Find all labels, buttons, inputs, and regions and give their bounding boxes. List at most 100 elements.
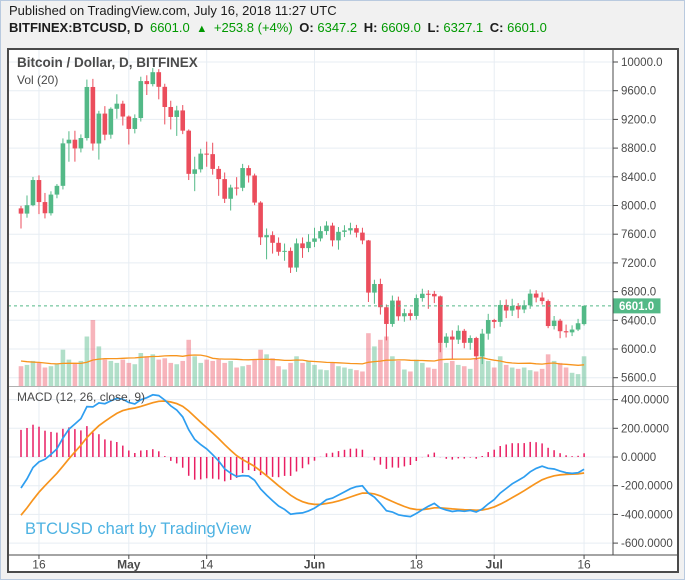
price-tick-label[interactable]: 8000.0 <box>621 201 656 213</box>
price-tick-label[interactable]: 7600.0 <box>621 229 656 241</box>
time-tick-label[interactable]: Jun <box>304 558 325 572</box>
price-tick-label[interactable]: 5600.0 <box>621 373 656 385</box>
price-tick-label[interactable]: 6400.0 <box>621 315 656 327</box>
volume-bar <box>569 372 575 386</box>
candle-body <box>521 305 527 310</box>
candle-body <box>222 179 227 199</box>
macd-histogram <box>20 424 585 482</box>
volume-bar <box>210 360 215 386</box>
time-tick-label[interactable]: Jul <box>486 558 503 572</box>
time-tick-label[interactable]: 16 <box>32 558 46 572</box>
macd-tick-label[interactable]: 200.0000 <box>621 423 669 435</box>
candle-body <box>324 225 329 232</box>
candle-body <box>198 153 203 170</box>
volume-bar <box>96 346 102 386</box>
candle-body <box>491 320 497 322</box>
candle-body <box>533 293 539 298</box>
candle-body <box>545 301 551 327</box>
price-tick-label[interactable]: 9600.0 <box>621 86 656 98</box>
panel-frame <box>7 48 679 573</box>
candle-body <box>348 228 353 231</box>
volume-bar <box>264 354 269 386</box>
price-tick-label[interactable]: 6000.0 <box>621 344 656 356</box>
price-tick-label[interactable]: 9200.0 <box>621 114 656 126</box>
candle-body <box>575 323 581 330</box>
volume-bar <box>426 367 431 386</box>
candle-body <box>54 185 60 195</box>
macd-tick-label[interactable]: -200.0000 <box>621 481 673 493</box>
price-tick-label[interactable]: 7200.0 <box>621 258 656 270</box>
volume-bar <box>521 367 527 386</box>
candle-body <box>366 240 371 293</box>
candle-body <box>467 338 473 343</box>
candle-body <box>258 202 263 238</box>
volume-bar <box>288 362 293 386</box>
time-tick-label[interactable]: 14 <box>200 558 214 572</box>
candle-body <box>396 300 401 317</box>
candle-body <box>443 336 449 343</box>
volume-bar <box>366 333 371 386</box>
volume-bar <box>414 359 419 386</box>
volume-bar <box>156 359 162 386</box>
volume-bar <box>18 366 24 386</box>
volume-bar <box>30 360 36 386</box>
time-tick-label[interactable]: May <box>117 558 141 572</box>
volume-bar <box>186 339 192 386</box>
candle-body <box>270 235 275 243</box>
candle-body <box>114 103 120 109</box>
macd-tick-label[interactable]: -400.0000 <box>621 509 673 521</box>
candle-body <box>210 154 215 169</box>
macd-tick-label[interactable]: -600.0000 <box>621 538 673 550</box>
open-label: O: <box>299 20 314 35</box>
macd-tick-label[interactable]: 0.0000 <box>621 452 656 464</box>
published-caption: Published on TradingView.com, July 16, 2… <box>9 3 337 18</box>
price-tick-label[interactable]: 6800.0 <box>621 287 656 299</box>
volume-bar <box>461 366 467 386</box>
volume-bar <box>216 359 221 386</box>
candle-body <box>402 313 407 317</box>
volume-bar <box>348 368 353 386</box>
candle-body <box>461 330 467 343</box>
candle-body <box>318 231 323 239</box>
candle-body <box>563 331 569 333</box>
candle-body <box>414 298 419 316</box>
candle-body <box>384 307 389 324</box>
candle-body <box>294 243 299 268</box>
candle-body <box>557 320 563 332</box>
volume-bar <box>192 356 198 386</box>
candle-body <box>216 168 221 180</box>
volume-bar <box>84 336 90 386</box>
volume-bar <box>198 362 203 386</box>
time-tick-label[interactable]: 16 <box>577 558 591 572</box>
candle-body <box>138 81 144 119</box>
candle-body <box>408 313 413 316</box>
volume-bar <box>360 371 365 386</box>
volume-bar <box>258 349 263 386</box>
volume-bar <box>318 369 323 386</box>
volume-bar <box>246 364 251 386</box>
candle-body <box>420 293 425 299</box>
candle-body <box>126 116 132 129</box>
volume-bar <box>312 364 317 386</box>
volume-bar <box>497 356 503 386</box>
candle-body <box>282 250 287 252</box>
volume-bar <box>162 358 168 386</box>
volume-bar <box>563 367 569 386</box>
volume-bar <box>438 343 443 386</box>
high-value: 6609.0 <box>381 20 421 35</box>
chart-canvas[interactable]: 10000.0 9600.0 9200.0 8800.0 8400.0 8000.0 760… <box>7 48 679 573</box>
volume-bar <box>575 374 581 386</box>
price-tick-label[interactable]: 10000.0 <box>621 57 663 69</box>
candle-body <box>360 232 365 241</box>
volume-bar <box>420 362 425 386</box>
price-tick-label[interactable]: 8400.0 <box>621 172 656 184</box>
candle-body <box>503 304 509 311</box>
time-tick-label[interactable]: 18 <box>410 558 424 572</box>
volume-bar <box>551 360 557 386</box>
macd-tick-label[interactable]: 400.0000 <box>621 395 669 407</box>
price-tick-label[interactable]: 8800.0 <box>621 143 656 155</box>
candle-body <box>300 243 305 249</box>
candle-body <box>162 86 168 107</box>
candle-body <box>306 241 311 249</box>
